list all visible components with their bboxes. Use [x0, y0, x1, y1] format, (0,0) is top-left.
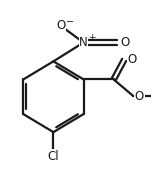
Text: O: O [135, 89, 144, 103]
Text: Cl: Cl [48, 150, 59, 163]
Text: N: N [79, 36, 88, 49]
Text: O: O [127, 53, 136, 66]
Text: O: O [56, 19, 66, 32]
Text: O: O [120, 36, 130, 49]
Text: +: + [88, 33, 96, 42]
Text: −: − [66, 17, 74, 27]
